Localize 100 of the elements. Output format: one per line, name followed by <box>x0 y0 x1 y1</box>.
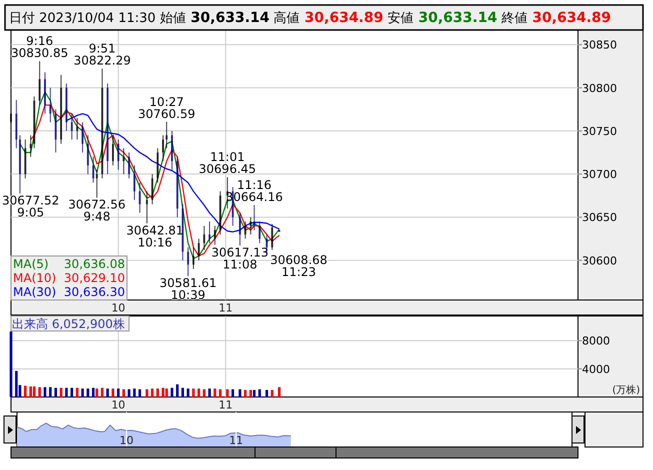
bar <box>192 388 195 397</box>
candlestick <box>238 212 241 246</box>
y-tick-label: 30700 <box>582 168 617 182</box>
candlestick <box>128 152 130 179</box>
annotation: 9:51 30822.29 <box>74 42 131 68</box>
bar <box>138 389 142 397</box>
candlestick <box>92 156 94 184</box>
annotation: 11:01 30696.45 <box>198 150 256 176</box>
bar <box>214 388 216 397</box>
annotation: 30608.68 11:23 <box>270 252 328 279</box>
candlestick <box>271 224 274 250</box>
candlestick <box>133 164 136 200</box>
bar <box>238 389 242 397</box>
bar <box>208 388 211 397</box>
y-tick-label: 30650 <box>582 211 617 224</box>
bar <box>170 388 174 397</box>
bar <box>70 388 74 397</box>
candlestick <box>38 60 41 106</box>
bar <box>49 387 52 397</box>
bar <box>106 388 109 397</box>
candlestick <box>258 221 261 244</box>
candlestick <box>30 134 32 158</box>
bar <box>186 388 190 397</box>
legend: MA(5) 30,636.08 MA(10) 30,629.10 MA(30) 30,636.30 <box>10 256 128 300</box>
bar <box>32 386 36 397</box>
annotation: 10:27 30760.59 <box>138 94 196 121</box>
bar <box>146 389 148 397</box>
bar <box>122 389 125 397</box>
y-tick-label: 30800 <box>582 82 617 95</box>
bar <box>156 388 159 397</box>
bar <box>249 390 252 397</box>
candlestick <box>112 134 114 166</box>
candlestick <box>86 134 89 175</box>
x-tick-label: 11 <box>218 302 233 314</box>
bar <box>24 386 27 397</box>
bar <box>165 388 168 397</box>
bar <box>112 388 114 397</box>
candlestick <box>198 238 200 261</box>
bar <box>81 388 84 397</box>
candlestick <box>208 221 211 244</box>
bar <box>29 386 32 397</box>
y-tick-label: 30750 <box>582 124 617 138</box>
annotation: 9:16 30830.85 <box>10 34 68 60</box>
y-tick-label: 4000 <box>582 362 610 376</box>
candlestick <box>214 225 216 246</box>
candlestick <box>244 221 246 240</box>
annotation: 30672.56 9:48 <box>68 198 126 224</box>
bar <box>86 388 90 397</box>
bar <box>265 390 268 397</box>
bar <box>151 388 154 397</box>
bar <box>76 388 78 397</box>
candlestick <box>70 113 73 140</box>
y-tick-label: 8000 <box>582 334 610 348</box>
bar <box>117 388 120 397</box>
candlestick <box>117 139 120 170</box>
candlestick <box>266 234 268 254</box>
candlestick <box>96 169 98 198</box>
candlestick <box>138 182 141 214</box>
bar <box>181 388 184 397</box>
bar <box>244 390 247 397</box>
candlestick <box>162 134 164 162</box>
candlestick <box>122 148 125 175</box>
candlestick <box>187 246 190 277</box>
bar <box>198 388 200 397</box>
chart-title: 出来高 6,052,900株 <box>12 317 125 331</box>
bar <box>44 387 46 397</box>
candlestick <box>146 190 148 224</box>
bar <box>162 388 164 397</box>
y-tick-label: 30850 <box>582 38 617 52</box>
bar <box>278 387 281 397</box>
candlestick <box>192 246 194 270</box>
bar <box>176 384 179 397</box>
x-tick-label: 11 <box>229 434 244 447</box>
candlestick <box>151 174 154 205</box>
bar <box>10 331 12 397</box>
bar <box>128 389 130 397</box>
bar <box>15 370 18 397</box>
bar <box>270 390 274 397</box>
x-tick-label: 11 <box>218 398 233 412</box>
candlestick <box>250 216 252 235</box>
bar <box>226 389 229 397</box>
x-tick-label: 10 <box>120 434 134 447</box>
bar <box>133 388 136 397</box>
bar <box>258 389 261 397</box>
candlestick <box>166 121 168 149</box>
bar <box>100 388 104 397</box>
candlestick <box>76 117 78 140</box>
candlestick <box>203 225 206 250</box>
bar <box>60 388 62 397</box>
annotation: 30581.61 10:39 <box>159 276 217 302</box>
bar <box>92 388 95 397</box>
candlestick <box>253 204 256 231</box>
candlestick <box>49 87 52 123</box>
bar <box>218 389 222 397</box>
annotation: 30617.13 11:08 <box>211 246 269 272</box>
chart-title: 日付 2023/10/04 11:30 始値 30,633.14 高値 30,634.89 安値 30,633.14 終値 30,634.89 <box>9 10 612 26</box>
bar <box>54 388 58 397</box>
x-tick-label: 10 <box>111 398 126 412</box>
bar <box>38 387 41 397</box>
y-axis-title: (万株) <box>612 384 640 396</box>
